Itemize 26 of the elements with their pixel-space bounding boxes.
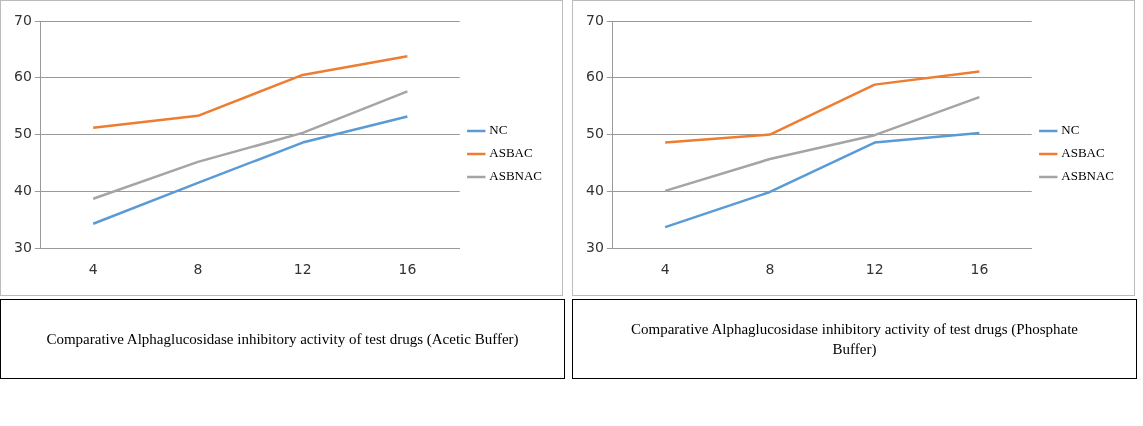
y-tick-label: 70 xyxy=(13,11,32,28)
x-tick-label: 16 xyxy=(970,261,989,278)
y-tick-label: 50 xyxy=(585,125,604,142)
legend-label: NC xyxy=(1061,122,1080,138)
text: Comparative Alphaglucosidase inhibitory activity of test drugs (Acetic Buffer) xyxy=(0,299,565,379)
y-tick-label: 60 xyxy=(13,68,32,85)
y-tick-label: 50 xyxy=(13,125,32,142)
x-tick-label: 12 xyxy=(293,261,312,278)
legend-label: ASBNAC xyxy=(489,168,543,184)
y-tick-label: 70 xyxy=(585,11,604,28)
y-tick-label: 60 xyxy=(585,68,604,85)
y-tick-label: 30 xyxy=(13,238,32,255)
legend-label: ASBAC xyxy=(489,145,533,161)
x-tick-label: 4 xyxy=(660,261,670,278)
x-tick-label: 4 xyxy=(88,261,98,278)
legend-label: NC xyxy=(489,122,508,138)
y-tick-label: 30 xyxy=(585,238,604,255)
y-tick-label: 40 xyxy=(13,182,32,199)
legend-label: ASBAC xyxy=(1061,145,1105,161)
y-tick-label: 40 xyxy=(585,182,604,199)
x-tick-label: 12 xyxy=(865,261,884,278)
x-tick-label: 8 xyxy=(193,261,203,278)
x-tick-label: 16 xyxy=(398,261,417,278)
text: Comparative Alphaglucosidase inhibitory activity of test drugs (Phosphate Buffer) xyxy=(572,299,1137,379)
legend-label: ASBNAC xyxy=(1061,168,1115,184)
x-tick-label: 8 xyxy=(765,261,775,278)
